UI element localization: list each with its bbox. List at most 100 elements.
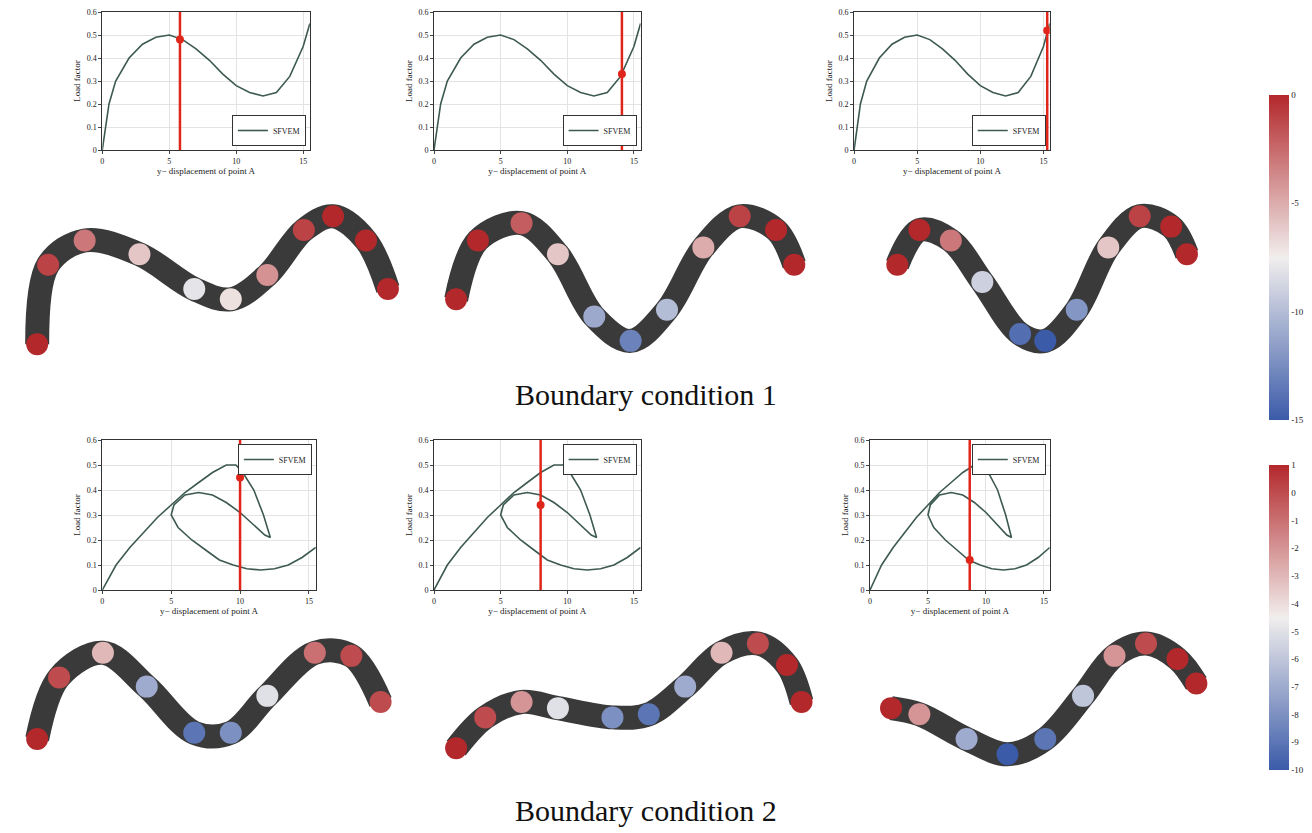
svg-text:15: 15: [305, 597, 313, 606]
svg-text:0.6: 0.6: [87, 436, 97, 445]
svg-text:15: 15: [299, 157, 307, 166]
svg-text:-5: -5: [1291, 627, 1299, 637]
svg-text:0: 0: [424, 146, 428, 155]
svg-text:Load factor: Load factor: [840, 494, 850, 536]
svg-text:0.4: 0.4: [418, 486, 428, 495]
svg-text:y− displacement of point A: y− displacement of point A: [903, 166, 1002, 176]
svg-text:0.1: 0.1: [87, 561, 97, 570]
svg-text:15: 15: [630, 597, 638, 606]
svg-text:15: 15: [1040, 597, 1048, 606]
svg-text:SFVEM: SFVEM: [1013, 456, 1040, 465]
svg-text:y− displacement of point A: y− displacement of point A: [157, 166, 256, 176]
svg-text:0: 0: [93, 586, 97, 595]
svg-text:SFVEM: SFVEM: [604, 456, 631, 465]
svg-text:Load factor: Load factor: [824, 60, 834, 102]
svg-text:0.1: 0.1: [418, 561, 428, 570]
svg-text:-10: -10: [1291, 307, 1303, 317]
svg-text:y− displacement of point A: y− displacement of point A: [911, 606, 1010, 616]
svg-text:0.3: 0.3: [839, 77, 849, 86]
svg-text:0.6: 0.6: [418, 436, 428, 445]
svg-text:SFVEM: SFVEM: [604, 127, 631, 136]
svg-text:0: 0: [100, 157, 104, 166]
svg-text:0.4: 0.4: [854, 486, 864, 495]
svg-text:Load factor: Load factor: [404, 494, 414, 536]
svg-text:0.2: 0.2: [418, 536, 428, 545]
svg-text:5: 5: [926, 597, 930, 606]
svg-text:5: 5: [499, 597, 503, 606]
svg-text:Boundary condition 2: Boundary condition 2: [515, 794, 777, 827]
svg-text:0: 0: [1291, 488, 1296, 498]
svg-text:10: 10: [236, 597, 244, 606]
svg-text:0: 0: [432, 157, 436, 166]
svg-text:0.5: 0.5: [839, 31, 849, 40]
svg-text:-6: -6: [1291, 654, 1299, 664]
svg-text:0.3: 0.3: [87, 77, 97, 86]
svg-text:0: 0: [424, 586, 428, 595]
svg-text:10: 10: [232, 157, 240, 166]
svg-text:0: 0: [93, 146, 97, 155]
svg-text:0.6: 0.6: [854, 436, 864, 445]
svg-text:1: 1: [1291, 460, 1296, 470]
svg-text:0.3: 0.3: [854, 511, 864, 520]
svg-text:10: 10: [976, 157, 984, 166]
svg-text:-1: -1: [1291, 516, 1299, 526]
svg-text:0.6: 0.6: [418, 8, 428, 17]
svg-text:15: 15: [630, 157, 638, 166]
svg-text:0.1: 0.1: [87, 123, 97, 132]
svg-text:0.5: 0.5: [87, 31, 97, 40]
svg-text:SFVEM: SFVEM: [1013, 127, 1040, 136]
svg-text:y− displacement of point A: y− displacement of point A: [488, 606, 587, 616]
svg-text:-9: -9: [1291, 737, 1299, 747]
svg-text:0: 0: [860, 586, 864, 595]
svg-text:0.6: 0.6: [87, 8, 97, 17]
svg-text:-7: -7: [1291, 682, 1299, 692]
svg-text:0.5: 0.5: [87, 461, 97, 470]
svg-text:Boundary condition 1: Boundary condition 1: [515, 378, 777, 411]
svg-text:10: 10: [563, 157, 571, 166]
svg-text:0: 0: [1291, 90, 1296, 100]
svg-text:5: 5: [915, 157, 919, 166]
svg-text:SFVEM: SFVEM: [273, 127, 300, 136]
svg-text:-2: -2: [1291, 543, 1299, 553]
svg-text:0.3: 0.3: [418, 511, 428, 520]
svg-text:0.2: 0.2: [854, 536, 864, 545]
svg-text:5: 5: [499, 157, 503, 166]
svg-text:0.1: 0.1: [854, 561, 864, 570]
svg-text:0.6: 0.6: [839, 8, 849, 17]
svg-text:0.5: 0.5: [418, 461, 428, 470]
svg-text:0.1: 0.1: [839, 123, 849, 132]
svg-text:0.1: 0.1: [418, 123, 428, 132]
svg-text:0.3: 0.3: [418, 77, 428, 86]
svg-text:10: 10: [563, 597, 571, 606]
svg-text:0.4: 0.4: [839, 54, 849, 63]
svg-text:0.4: 0.4: [418, 54, 428, 63]
svg-text:0.4: 0.4: [87, 486, 97, 495]
svg-text:0.2: 0.2: [87, 536, 97, 545]
svg-text:5: 5: [169, 597, 173, 606]
svg-text:0: 0: [852, 157, 856, 166]
svg-text:0.4: 0.4: [87, 54, 97, 63]
svg-text:5: 5: [167, 157, 171, 166]
svg-text:-15: -15: [1291, 415, 1303, 425]
svg-text:Load factor: Load factor: [72, 60, 82, 102]
svg-text:Load factor: Load factor: [72, 494, 82, 536]
svg-text:-8: -8: [1291, 710, 1299, 720]
svg-text:y− displacement of point A: y− displacement of point A: [160, 606, 259, 616]
svg-text:-10: -10: [1291, 765, 1303, 775]
svg-text:0.2: 0.2: [839, 100, 849, 109]
svg-text:0: 0: [868, 597, 872, 606]
svg-text:0.5: 0.5: [854, 461, 864, 470]
svg-text:-5: -5: [1291, 198, 1299, 208]
svg-text:10: 10: [982, 597, 990, 606]
svg-text:SFVEM: SFVEM: [279, 456, 306, 465]
svg-text:15: 15: [1039, 157, 1047, 166]
svg-text:0.3: 0.3: [87, 511, 97, 520]
svg-text:Load factor: Load factor: [404, 60, 414, 102]
svg-text:0.2: 0.2: [418, 100, 428, 109]
svg-text:0: 0: [845, 146, 849, 155]
svg-text:0: 0: [432, 597, 436, 606]
svg-text:-4: -4: [1291, 599, 1299, 609]
svg-text:y− displacement of point A: y− displacement of point A: [488, 166, 587, 176]
svg-text:0: 0: [100, 597, 104, 606]
svg-text:0.5: 0.5: [418, 31, 428, 40]
